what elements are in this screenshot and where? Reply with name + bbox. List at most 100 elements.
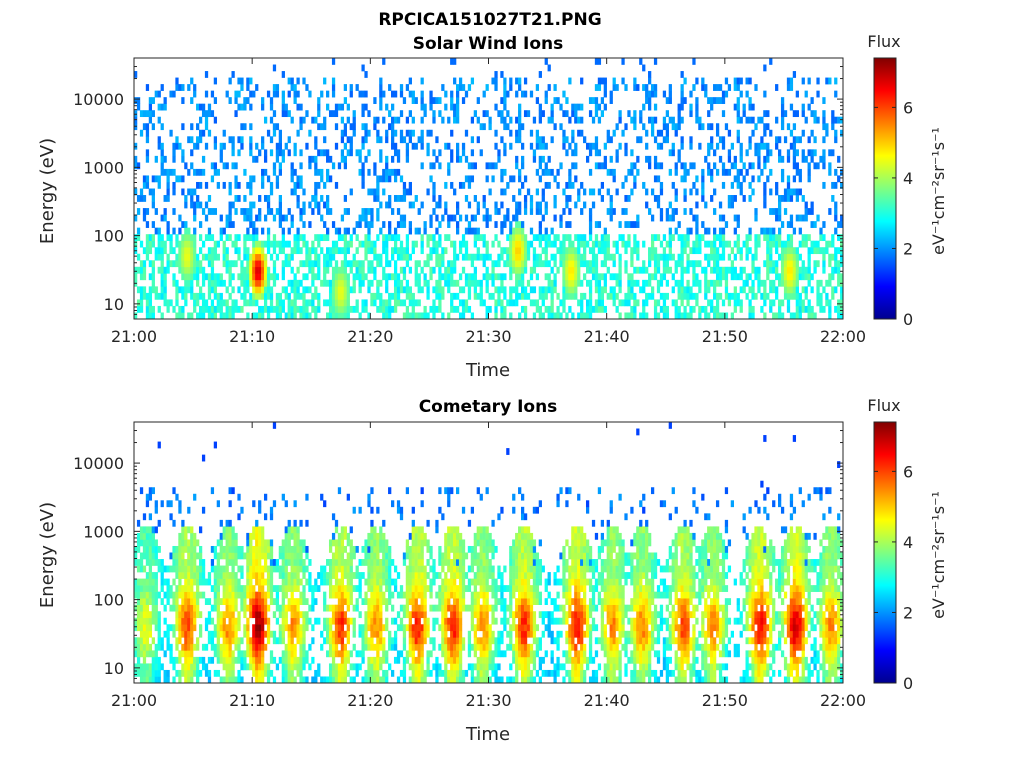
spectrogram-cell xyxy=(349,559,353,566)
spectrogram-cell xyxy=(284,604,288,612)
spectrogram-cell xyxy=(361,305,365,313)
spectrogram-cell xyxy=(272,565,277,573)
spectrogram-cell xyxy=(287,253,291,261)
spectrogram-cell xyxy=(523,201,528,209)
spectrogram-cell xyxy=(228,545,232,553)
spectrogram-cell xyxy=(503,214,507,222)
spectrogram-cell xyxy=(713,149,717,157)
spectrogram-cell xyxy=(213,578,218,586)
spectrogram-cell xyxy=(710,266,714,274)
spectrogram-cell xyxy=(476,247,480,255)
spectrogram-cell xyxy=(290,526,294,534)
spectrogram-cell xyxy=(145,669,150,677)
spectrogram-cell xyxy=(349,591,353,599)
spectrogram-cell xyxy=(219,299,223,307)
spectrogram-cell xyxy=(807,305,811,313)
spectrogram-cell xyxy=(630,116,634,124)
spectrogram-cell xyxy=(305,650,309,658)
spectrogram-cell xyxy=(225,578,229,586)
spectrogram-cell xyxy=(187,572,191,579)
spectrogram-cell xyxy=(151,545,155,553)
spectrogram-cell xyxy=(314,273,318,281)
spectrogram-cell xyxy=(529,240,534,248)
spectrogram-cell xyxy=(190,624,194,632)
spectrogram-cell xyxy=(715,292,720,300)
spectrogram-cell xyxy=(157,656,161,664)
spectrogram-cell xyxy=(674,129,678,137)
spectrogram-cell xyxy=(148,110,153,118)
spectrogram-cell xyxy=(627,286,631,294)
spectrogram-cell xyxy=(219,234,223,242)
spectrogram-cell xyxy=(456,221,460,228)
spectrogram-cell xyxy=(139,260,144,268)
spectrogram-cell xyxy=(142,292,147,300)
spectrogram-cell xyxy=(261,181,265,189)
spectrogram-cell xyxy=(733,195,737,202)
spectrogram-cell xyxy=(187,260,191,268)
spectrogram-cell xyxy=(476,292,480,300)
spectrogram-cell xyxy=(382,266,386,274)
spectrogram-cell xyxy=(585,299,590,307)
spectrogram-cell xyxy=(249,611,253,619)
spectrogram-cell xyxy=(748,162,752,170)
spectrogram-cell xyxy=(252,630,256,638)
spectrogram-cell xyxy=(736,214,740,222)
spectrogram-cell xyxy=(255,253,259,261)
spectrogram-cell xyxy=(225,299,229,307)
spectrogram-cell xyxy=(405,188,410,196)
spectrogram-cell xyxy=(293,676,297,684)
spectrogram-cell xyxy=(261,598,265,605)
spectrogram-cell xyxy=(166,266,170,274)
spectrogram-cell xyxy=(807,260,811,268)
spectrogram-cell xyxy=(662,116,667,124)
spectrogram-cell xyxy=(648,77,652,85)
spectrogram-cell xyxy=(225,624,229,632)
spectrogram-cell xyxy=(420,201,424,209)
spectrogram-cell xyxy=(509,292,513,300)
spectrogram-cell xyxy=(193,201,197,209)
spectrogram-cell xyxy=(798,266,802,274)
spectrogram-cell xyxy=(795,188,799,196)
spectrogram-cell xyxy=(763,234,767,242)
spectrogram-cell xyxy=(364,208,368,215)
spectrogram-cell xyxy=(201,168,206,176)
spectrogram-cell xyxy=(193,532,197,540)
spectrogram-cell xyxy=(792,162,797,170)
spectrogram-cell xyxy=(207,129,212,137)
spectrogram-cell xyxy=(275,637,280,645)
spectrogram-cell xyxy=(721,227,726,235)
spectrogram-cell xyxy=(385,201,389,209)
spectrogram-cell xyxy=(715,234,720,242)
spectrogram-cell xyxy=(500,279,504,287)
spectrogram-cell xyxy=(745,279,749,287)
spectrogram-cell xyxy=(210,162,215,170)
spectrogram-cell xyxy=(497,208,501,215)
spectrogram-cell xyxy=(228,500,232,508)
spectrogram-cell xyxy=(187,604,191,612)
spectrogram-cell xyxy=(169,565,173,573)
spectrogram-cell xyxy=(648,162,652,170)
spectrogram-cell xyxy=(553,240,557,248)
spectrogram-cell xyxy=(145,591,150,599)
spectrogram-cell xyxy=(453,279,457,287)
spectrogram-cell xyxy=(721,253,726,261)
spectrogram-cell xyxy=(187,656,191,664)
spectrogram-cell xyxy=(181,188,185,196)
spectrogram-cell xyxy=(311,585,315,592)
spectrogram-cell xyxy=(588,208,593,215)
spectrogram-cell xyxy=(822,221,826,228)
spectrogram-cell xyxy=(361,656,365,664)
spectrogram-cell xyxy=(346,273,350,281)
spectrogram-cell xyxy=(373,240,377,248)
spectrogram-cell xyxy=(240,266,244,274)
spectrogram-cell xyxy=(671,116,675,124)
spectrogram-cell xyxy=(816,162,820,170)
spectrogram-cell xyxy=(754,149,758,157)
spectrogram-cell xyxy=(172,188,176,196)
spectrogram-cell xyxy=(216,630,220,638)
spectrogram-cell xyxy=(222,637,226,645)
spectrogram-cell xyxy=(574,201,578,209)
spectrogram-cell xyxy=(340,643,345,651)
spectrogram-cell xyxy=(562,299,566,307)
spectrogram-cell xyxy=(246,214,250,222)
